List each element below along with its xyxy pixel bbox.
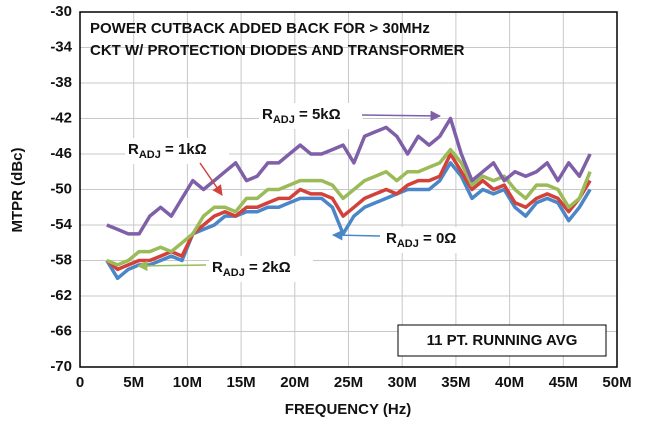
x-tick-label: 15M [227,374,256,391]
legend-arrow [199,162,223,196]
label-bg [125,138,229,164]
y-tick-label: -70 [50,358,72,375]
y-tick-label: -62 [50,287,72,304]
plot-frame [79,11,618,368]
legend-label: RADJ = 0Ω [386,230,456,250]
x-tick-label: 30M [388,374,417,391]
legend-label: RADJ = 1kΩ [128,141,207,161]
y-tick-label: -66 [50,322,72,339]
y-tick-label: -58 [50,251,72,268]
series-line [105,152,592,272]
y-tick-label: -42 [50,109,72,126]
y-tick-label: -50 [50,180,72,197]
x-tick-label: 5M [123,374,144,391]
x-tick-label: 45M [549,374,578,391]
annotation: CKT W/ PROTECTION DIODES AND TRANSFORMER [90,42,465,59]
label-bg [209,256,313,282]
x-tick-label: 10M [173,374,202,391]
y-axis-label: MTPR (dBc) [9,148,26,233]
legend-arrow [136,260,207,272]
y-tick-label: -34 [50,38,72,55]
label-bg [383,227,487,253]
y-tick-label: -38 [50,74,72,91]
y-tick-label: -30 [50,3,72,20]
y-tick-label: -54 [50,216,72,233]
label-bg [259,103,363,129]
x-axis-label: FREQUENCY (Hz) [285,401,411,418]
legend-label: RADJ = 2kΩ [212,259,291,279]
y-tick-label: -46 [50,145,72,162]
series-line [106,116,592,236]
x-tick-label: 40M [495,374,524,391]
x-tick-label: 0 [76,374,84,391]
annotation-box [397,324,607,357]
annotation: POWER CUTBACK ADDED BACK FOR > 30MHz [90,20,430,37]
x-tick-label: 50M [602,374,631,391]
legend-arrow [361,110,442,122]
annotation: 11 PT. RUNNING AVG [427,332,578,349]
legend-label: RADJ = 5kΩ [262,106,341,126]
x-tick-label: 20M [280,374,309,391]
x-tick-label: 35M [441,374,470,391]
legend-arrow [331,229,381,241]
series-line [106,147,592,267]
x-tick-label: 25M [334,374,363,391]
